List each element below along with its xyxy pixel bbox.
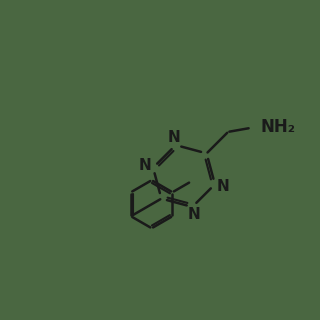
Text: N: N (139, 158, 151, 173)
Text: NH₂: NH₂ (260, 117, 296, 136)
Text: N: N (167, 130, 180, 145)
Text: N: N (188, 207, 201, 222)
Text: N: N (217, 179, 229, 194)
